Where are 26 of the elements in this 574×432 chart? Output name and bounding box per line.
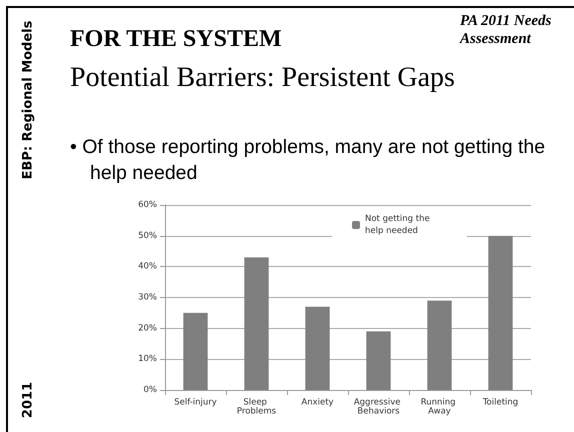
x-tick-label: Anxiety: [301, 398, 334, 408]
y-tick-label: 40%: [138, 262, 157, 272]
y-tick-label: 30%: [138, 292, 157, 302]
x-tick-label: Self-injury: [174, 398, 217, 408]
chart-subtitle: Potential Barriers: Persistent Gaps: [70, 62, 455, 94]
text: EBP: Regional Models: [20, 20, 36, 180]
y-tick-label: 0%: [144, 385, 157, 395]
text: 2011: [20, 382, 36, 418]
bar: [244, 257, 269, 390]
text: • Of those reporting problems, many are not getting the help needed: [70, 135, 546, 186]
y-tick-label: 50%: [138, 230, 157, 241]
y-tick-label: 10%: [138, 354, 157, 364]
legend-label: Not getting the help needed: [365, 214, 432, 236]
x-tick-label: Toileting: [482, 398, 518, 408]
bar: [488, 236, 513, 390]
y-tick-label: 60%: [138, 200, 157, 210]
bar: [366, 331, 391, 390]
x-tick-label: Running Away: [420, 398, 458, 416]
x-tick-label: Sleep Problems: [236, 398, 277, 416]
bar: [427, 300, 452, 390]
y-tick-label: 20%: [138, 323, 157, 334]
chart-title: FOR THE SYSTEM: [70, 26, 282, 53]
bar: [305, 306, 330, 390]
bar: [183, 312, 208, 390]
x-tick-label: Aggressive Behaviors: [354, 398, 404, 416]
text: PA 2011 Needs Assessment: [460, 12, 552, 48]
